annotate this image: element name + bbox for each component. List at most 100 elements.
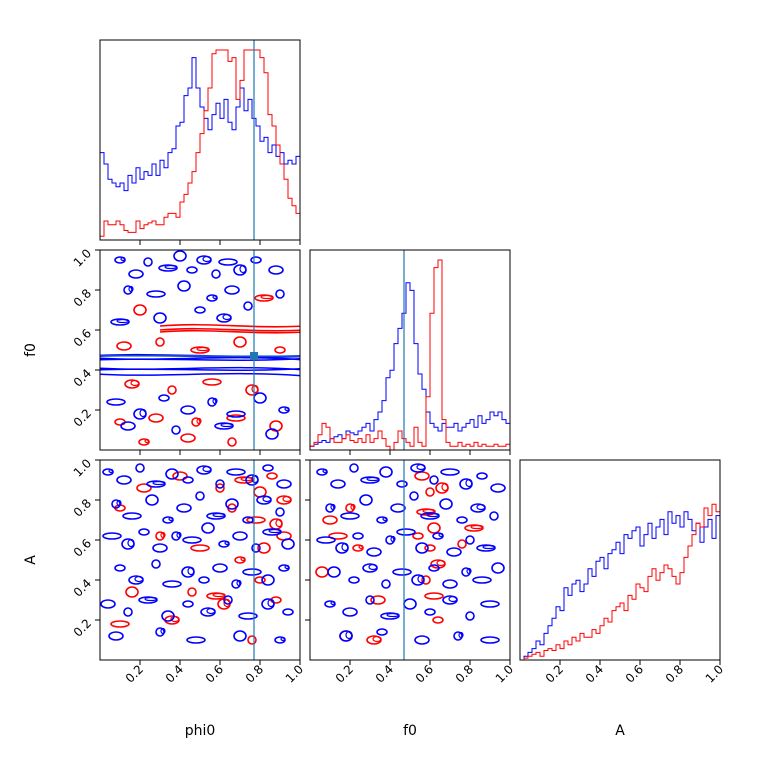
y-tick-label: 0.8 [71, 286, 94, 309]
contour-blob-blue-inner [202, 255, 212, 263]
contour-blob-blue-inner [448, 595, 458, 603]
hist-series-blue-phi0 [100, 57, 300, 240]
y-tick-label: 0.6 [71, 326, 94, 349]
contour-blob-red [116, 341, 132, 351]
contour-blob-blue [198, 576, 210, 584]
contour-blob-blue [165, 468, 179, 480]
hist-series-blue-A [520, 511, 720, 660]
contour-blob-red-inner [170, 615, 180, 623]
contour-blob-blue [171, 531, 181, 541]
contour-blob-blue [275, 289, 285, 299]
contour-blob-red-inner [358, 544, 364, 550]
contour-blob-red [345, 503, 355, 513]
x-tick-label: 1.0 [283, 662, 306, 685]
contour-blob-red [432, 616, 444, 624]
contour-blob-red [202, 378, 222, 386]
contour-blob-blue-inner [144, 596, 158, 602]
contour-blob-blue-inner [206, 607, 216, 615]
contour-blob-blue-inner [438, 532, 444, 538]
contour-blob-blue-inner [322, 468, 328, 474]
contour-blob-blue [226, 410, 246, 418]
contour-blob-blue [176, 503, 192, 513]
contour-blob-blue [116, 475, 132, 485]
contour-blob-blue [173, 250, 187, 262]
contour-blob-blue-inner [168, 516, 174, 522]
y-axis-label-f0: f0 [23, 343, 39, 357]
contour-blob-red [425, 487, 435, 497]
x-tick-label: 0.6 [413, 662, 436, 685]
x-tick-label: 0.4 [583, 662, 606, 685]
contour-blob-blue [195, 491, 205, 501]
contour-blob-red [226, 414, 246, 422]
contour-blob-blue-inner [202, 465, 212, 473]
contour-blob-blue-inner [390, 535, 396, 543]
contour-blob-red [155, 531, 165, 541]
contour-blob-blue [461, 567, 471, 577]
contour-blob-red [247, 635, 257, 645]
y-tick-label: 0.2 [71, 406, 94, 429]
contour-blob-blue-inner [368, 563, 378, 571]
contour-panel-f0_A [315, 463, 506, 645]
contour-blob-blue-inner [128, 285, 134, 293]
contour-blob-blue-inner [212, 397, 218, 405]
contour-blob-blue [201, 522, 215, 534]
contour-blob-blue-inner [164, 264, 178, 270]
contour-panel-phi0_f0 [100, 250, 300, 447]
panel-frame [519, 459, 721, 661]
x-tick-label: 0.2 [333, 662, 356, 685]
contour-blob-blue [100, 599, 116, 609]
contour-blob-blue-inner [330, 600, 336, 606]
x-axis-label-f0: f0 [403, 723, 417, 739]
contour-blob-blue [262, 464, 274, 472]
contour-blob-blue [480, 636, 500, 644]
contour-blob-blue-inner [476, 503, 486, 511]
contour-blob-red [191, 417, 201, 427]
contour-blob-blue [349, 463, 359, 473]
contour-blob-blue [282, 608, 294, 616]
contour-blob-blue [390, 503, 406, 513]
contour-blob-blue-inner [262, 495, 272, 503]
contour-blob-blue-inner [220, 422, 234, 428]
x-tick-label: 0.8 [243, 662, 266, 685]
histogram-A [520, 503, 720, 660]
y-tick-label: 1.0 [71, 456, 94, 479]
contour-blob-blue [396, 480, 408, 488]
contour-blob-red-inner [282, 495, 292, 503]
contour-blob-blue-inner [465, 478, 473, 488]
contour-blob-blue [120, 421, 136, 431]
histogram-f0 [310, 259, 510, 450]
hist-series-red-A [520, 503, 720, 660]
x-tick-label: 0.8 [663, 662, 686, 685]
contour-blob-blue-inner [366, 476, 380, 482]
contour-line-blue [100, 358, 300, 361]
contour-blob-red [322, 515, 338, 525]
contour-blob-blue [490, 483, 506, 493]
contour-blob-blue [491, 562, 505, 574]
contour-blob-blue-inner [284, 564, 290, 570]
y-tick-label: 1.0 [71, 246, 94, 269]
contour-blob-blue [223, 595, 233, 605]
contour-blob-blue [212, 563, 228, 573]
contour-blob-blue [340, 512, 360, 520]
contour-blob-red [148, 413, 164, 423]
panel-frame [99, 249, 301, 451]
contour-blob-blue [251, 543, 261, 553]
contour-blob-red [421, 575, 431, 585]
contour-blob-blue [182, 600, 194, 608]
contour-blob-blue [472, 576, 492, 584]
contour-blob-blue [215, 479, 225, 489]
contour-blob-blue-inner [116, 318, 130, 324]
contour-blob-blue [225, 498, 239, 510]
contour-blob-blue-inner [160, 627, 166, 635]
contour-blob-blue [143, 257, 153, 267]
y-tick-label: 0.6 [71, 536, 94, 559]
contour-blob-red-inner [350, 503, 356, 511]
contour-blob-blue-inner [139, 408, 147, 418]
contour-blob-blue [207, 397, 217, 407]
x-tick-label: 0.6 [203, 662, 226, 685]
contour-blob-blue [359, 494, 373, 506]
contour-blob-blue [327, 566, 341, 578]
contour-blob-red-inner [441, 482, 449, 492]
contour-blob-blue [226, 468, 246, 476]
contour-blob-blue [111, 499, 121, 509]
